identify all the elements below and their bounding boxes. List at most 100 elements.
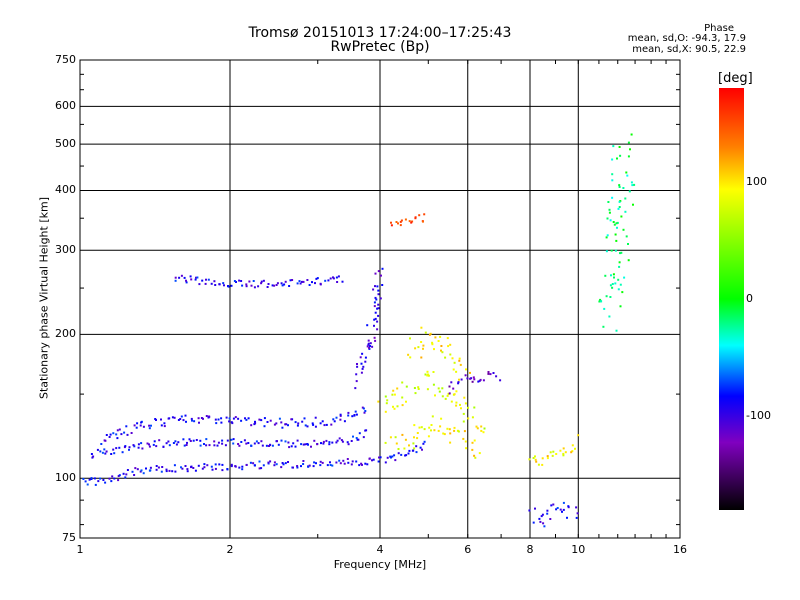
echo-point	[214, 463, 217, 466]
echo-point	[178, 276, 181, 279]
echo-point	[90, 453, 93, 455]
echo-point	[321, 420, 324, 423]
echo-point	[625, 235, 628, 238]
echo-point	[423, 428, 426, 431]
echo-point	[152, 443, 155, 446]
echo-point	[366, 324, 369, 327]
echo-point	[607, 201, 610, 203]
echo-point	[355, 373, 358, 376]
echo-point	[410, 221, 413, 224]
echo-point	[471, 441, 474, 444]
echo-point	[335, 416, 338, 419]
echo-point	[226, 439, 229, 442]
echo-point	[462, 437, 465, 440]
echo-point	[411, 449, 414, 452]
echo-point	[113, 452, 116, 455]
echo-point	[337, 275, 340, 278]
echo-point	[356, 363, 358, 365]
echo-point	[423, 440, 426, 443]
echo-point	[90, 477, 93, 480]
echo-point	[247, 442, 250, 444]
echo-point	[300, 465, 302, 468]
echo-point	[257, 442, 260, 445]
echo-point	[379, 297, 382, 300]
echo-point	[405, 400, 407, 403]
echo-point	[347, 443, 350, 446]
echo-point	[353, 414, 356, 417]
echo-point	[238, 279, 241, 282]
echo-point	[384, 441, 387, 444]
echo-point	[315, 277, 318, 280]
echo-point	[290, 418, 293, 421]
echo-point	[466, 377, 469, 380]
echo-point	[335, 276, 338, 279]
echo-point	[165, 468, 168, 471]
echo-point	[409, 337, 411, 340]
echo-point	[168, 444, 171, 447]
echo-point	[281, 284, 284, 287]
echo-point	[285, 423, 288, 426]
echo-point	[603, 307, 606, 310]
echo-point	[173, 464, 176, 467]
echo-point	[471, 448, 474, 451]
echo-point	[267, 461, 270, 464]
echo-point	[449, 441, 452, 444]
echo-point	[137, 446, 140, 449]
echo-point	[157, 466, 160, 469]
phase-heading: Phase	[704, 23, 734, 34]
x-tick-label: 1	[76, 543, 84, 556]
y-tick-label: 400	[55, 183, 76, 197]
echo-point	[181, 467, 184, 470]
echo-point	[356, 365, 359, 368]
echo-point	[190, 417, 193, 420]
echo-point	[115, 433, 118, 436]
echo-point	[174, 279, 177, 282]
echo-point	[287, 441, 290, 444]
echo-point	[185, 420, 187, 423]
echo-point	[458, 359, 461, 362]
echo-point	[483, 427, 486, 430]
echo-point	[165, 470, 168, 473]
echo-point	[543, 525, 546, 528]
echo-point	[200, 417, 203, 419]
echo-point	[296, 439, 299, 442]
echo-point	[104, 452, 107, 455]
echo-point	[226, 468, 229, 471]
echo-point	[431, 415, 434, 418]
echo-point	[360, 462, 363, 465]
echo-point	[444, 356, 447, 359]
echo-point	[373, 324, 375, 327]
echo-point	[611, 158, 614, 161]
echo-point	[104, 439, 107, 442]
echo-point	[417, 388, 420, 390]
echo-point	[260, 282, 263, 285]
echo-point	[237, 417, 240, 420]
echo-point	[437, 429, 440, 432]
echo-point	[121, 451, 124, 454]
echo-point	[599, 298, 602, 301]
echo-point	[401, 396, 404, 399]
echo-point	[422, 344, 425, 347]
echo-point	[280, 439, 283, 442]
echo-point	[373, 336, 376, 339]
echo-point	[374, 339, 377, 342]
echo-point	[240, 419, 243, 422]
echo-point	[96, 448, 99, 451]
echo-point	[407, 353, 410, 356]
echo-point	[472, 376, 475, 379]
echo-point	[409, 356, 412, 359]
echo-point	[93, 477, 96, 480]
echo-point	[117, 475, 120, 477]
echo-point	[551, 454, 554, 457]
echo-point	[332, 418, 335, 421]
echo-point	[308, 284, 311, 286]
echo-point	[487, 371, 490, 373]
echo-point	[271, 284, 274, 287]
phase-x-mode-stats: mean, sd,X: 90.5, 22.9	[632, 44, 746, 55]
y-tick-label: 75	[62, 531, 76, 544]
echo-point	[574, 447, 576, 450]
echo-point	[339, 418, 342, 421]
echo-point	[275, 284, 278, 286]
echo-point	[358, 432, 361, 435]
